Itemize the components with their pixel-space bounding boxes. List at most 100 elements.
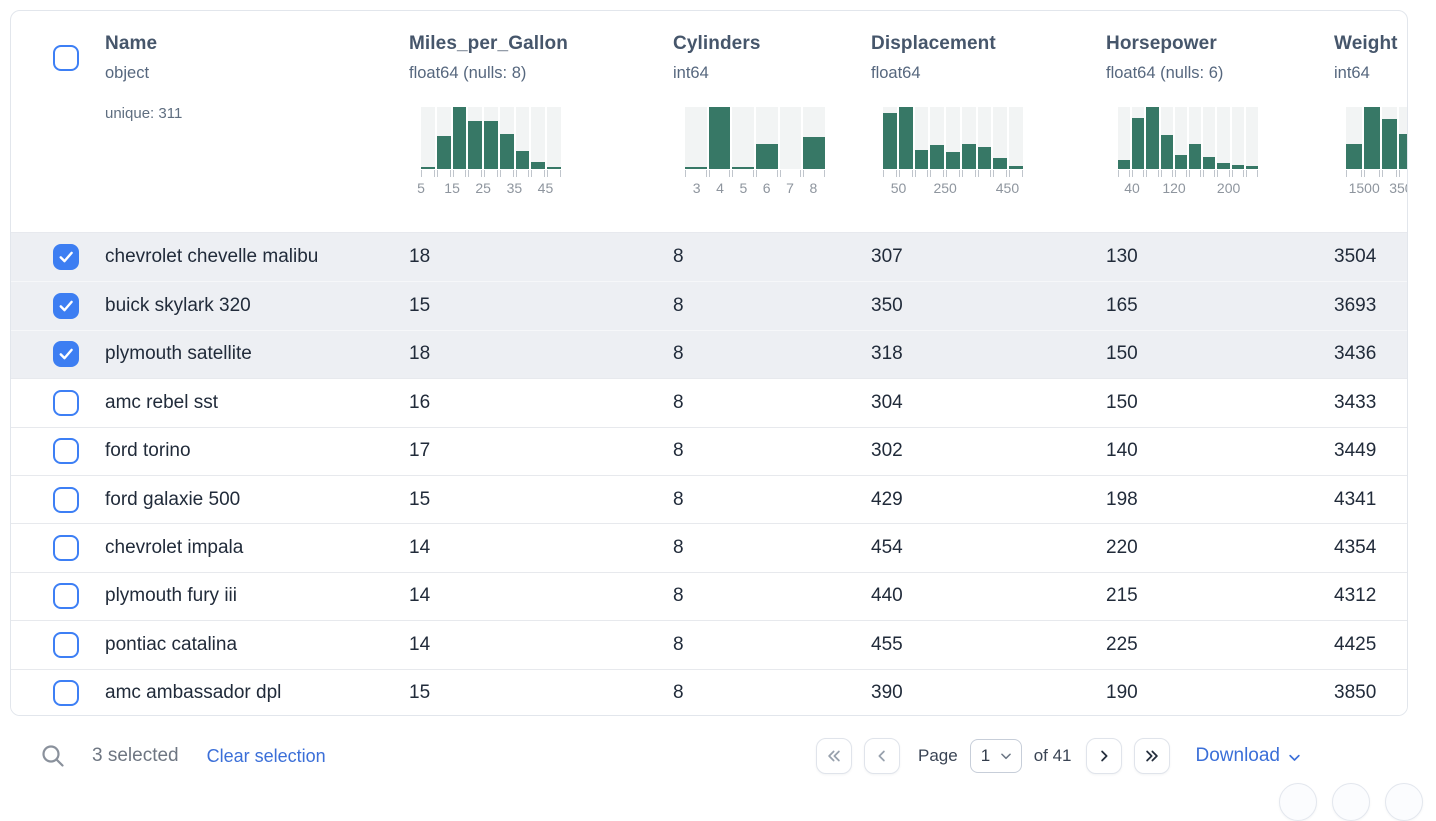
histogram-bar (946, 152, 960, 169)
axis-tick (1160, 170, 1173, 177)
histogram-bar (1189, 144, 1202, 169)
row-checkbox-cell (11, 341, 105, 368)
cell-miles-per-gallon: 15 (409, 295, 431, 317)
cell-miles-per-gallon: 14 (409, 633, 431, 655)
page-select[interactable]: 1 (969, 739, 1022, 773)
cell-weight: 3433 (1334, 391, 1377, 413)
column-title: Weight (1334, 33, 1398, 54)
table-row[interactable]: chevrolet impala 14 8 454 220 4354 (11, 523, 1407, 572)
floating-action-button[interactable] (1332, 783, 1370, 821)
table-row[interactable]: plymouth fury iii 14 8 440 215 4312 (11, 571, 1407, 621)
histogram-bin (1118, 107, 1131, 169)
axis-tick (977, 170, 992, 177)
column-title: Miles_per_Gallon (409, 33, 568, 54)
table-row[interactable]: buick skylark 320 15 8 350 165 3693 (11, 281, 1407, 330)
histogram-bin (468, 107, 483, 169)
cell-miles-per-gallon: 18 (409, 246, 431, 268)
histogram-bar (1146, 107, 1159, 169)
column-header-displacement[interactable]: Displacement float64 50 250 450 (871, 11, 1106, 232)
histogram-bar (898, 107, 913, 169)
histogram-bin (452, 107, 467, 169)
row-checkbox[interactable] (53, 583, 79, 610)
histogram-bin (914, 107, 929, 169)
previous-page-button[interactable] (863, 738, 900, 774)
row-checkbox-cell (11, 244, 105, 271)
cell-name: chevrolet chevelle malibu (105, 246, 319, 268)
axis-tick-label: 5 (739, 180, 748, 196)
column-header-weight[interactable]: Weight int64 1500 3500 (1334, 11, 1407, 232)
row-checkbox[interactable] (53, 680, 79, 707)
column-header-horsepower[interactable]: Horsepower float64 (nulls: 6) 40 120 200 (1106, 11, 1334, 232)
row-checkbox-cell (11, 486, 105, 513)
histogram-bin (685, 107, 707, 169)
chevron-down-icon (1289, 754, 1300, 761)
axis-tick-label: 15 (444, 180, 460, 196)
row-checkbox-cell (11, 535, 105, 562)
download-button[interactable]: Download (1196, 745, 1303, 767)
histogram-bar (1245, 165, 1259, 169)
row-checkbox[interactable] (53, 244, 79, 271)
histogram-bar (515, 151, 530, 169)
axis-tick (1346, 170, 1362, 177)
histogram-bar (1363, 107, 1380, 169)
first-page-button[interactable] (815, 738, 852, 774)
table-row[interactable]: amc rebel sst 16 8 304 150 3433 (11, 378, 1407, 427)
cell-weight: 4425 (1334, 633, 1377, 655)
axis-tick (1132, 170, 1145, 177)
column-title: Name (105, 33, 158, 54)
cell-horsepower: 220 (1106, 537, 1138, 559)
floating-action-button[interactable] (1279, 783, 1317, 821)
cell-weight: 3693 (1334, 295, 1377, 317)
cell-cylinders: 8 (673, 391, 684, 413)
select-all-checkbox[interactable] (53, 45, 79, 71)
row-checkbox[interactable] (53, 486, 79, 513)
next-page-button[interactable] (1085, 738, 1122, 774)
page-label: Page (917, 746, 958, 765)
table-row[interactable]: pontiac catalina 14 8 455 225 4425 (11, 620, 1407, 669)
row-checkbox[interactable] (53, 631, 79, 658)
table-row[interactable]: ford galaxie 500 15 8 429 198 4341 (11, 474, 1407, 524)
axis-tick-label: 8 (809, 180, 818, 196)
column-dtype: float64 (nulls: 8) (409, 64, 527, 82)
axis-tick-label: 45 (537, 180, 554, 196)
row-checkbox[interactable] (53, 341, 79, 368)
column-header-miles-per-gallon[interactable]: Miles_per_Gallon float64 (nulls: 8) 5 15 2… (409, 11, 673, 232)
axis-tick-label: 4 (716, 180, 724, 196)
chevron-right-icon (1100, 750, 1108, 762)
histogram-bin (779, 107, 802, 169)
table-row[interactable]: ford torino 17 8 302 140 3449 (11, 426, 1407, 475)
axis-tick (756, 170, 778, 177)
cell-displacement: 350 (871, 295, 903, 317)
table-row[interactable]: chevrolet chevelle malibu 18 8 307 130 3… (11, 233, 1407, 282)
row-checkbox[interactable] (53, 389, 79, 416)
cell-cylinders: 8 (673, 682, 684, 704)
histogram-bin (436, 107, 451, 169)
row-checkbox[interactable] (53, 535, 79, 562)
table-row[interactable]: amc ambassador dpl 15 8 390 190 3850 (11, 668, 1407, 715)
axis-tick (515, 170, 530, 177)
displacement-histogram: 50 250 450 (883, 107, 1024, 198)
cell-displacement: 390 (871, 682, 903, 704)
column-header-name[interactable]: Name object unique: 311 (105, 11, 409, 232)
axis-tick (732, 170, 755, 177)
floating-action-button[interactable] (1385, 783, 1423, 821)
column-dtype: object (105, 64, 150, 82)
axis-tick (1174, 170, 1188, 177)
cell-cylinders: 8 (673, 343, 684, 365)
clear-selection-link[interactable]: Clear selection (206, 745, 326, 766)
last-page-button[interactable] (1133, 738, 1170, 774)
cell-cylinders: 8 (673, 585, 684, 607)
histogram-bar (930, 145, 945, 169)
cell-horsepower: 165 (1106, 295, 1138, 317)
cell-miles-per-gallon: 14 (409, 537, 431, 559)
row-checkbox[interactable] (53, 438, 79, 465)
cell-cylinders: 8 (673, 633, 684, 655)
row-checkbox[interactable] (53, 293, 79, 320)
cell-miles-per-gallon: 16 (409, 391, 431, 413)
histogram-bin (1399, 107, 1407, 169)
search-icon[interactable] (40, 743, 66, 769)
table-row[interactable]: plymouth satellite 18 8 318 150 3436 (11, 329, 1407, 379)
axis-tick (1189, 170, 1202, 177)
data-table-card: Name object unique: 311 Miles_per_Gallon… (10, 10, 1408, 716)
